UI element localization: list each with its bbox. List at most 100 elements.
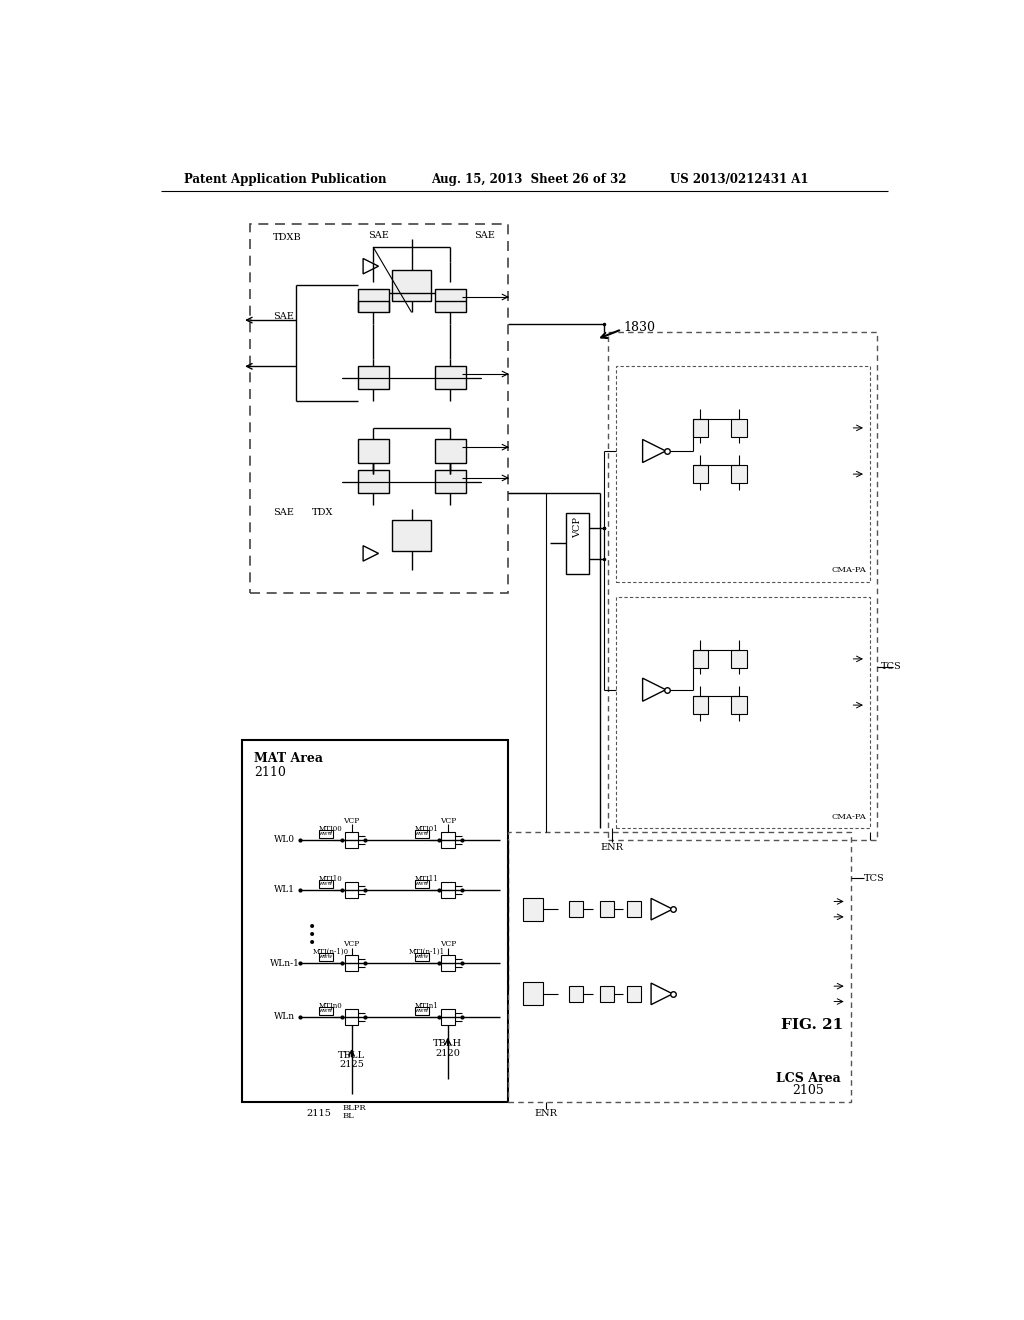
Text: Aug. 15, 2013  Sheet 26 of 32: Aug. 15, 2013 Sheet 26 of 32 (431, 173, 627, 186)
Text: 1830: 1830 (624, 321, 655, 334)
Text: BLPR: BLPR (342, 1104, 366, 1111)
Bar (345, 832, 358, 847)
Text: SAE: SAE (368, 231, 389, 240)
Bar (319, 830, 333, 838)
Bar (319, 1007, 333, 1015)
Bar (345, 956, 358, 970)
Bar (692, 465, 708, 483)
Text: TBLH: TBLH (433, 1039, 463, 1048)
Bar (357, 289, 388, 313)
Bar (731, 696, 746, 714)
Text: LCS Area: LCS Area (776, 1072, 841, 1085)
Text: VCP: VCP (343, 817, 359, 825)
Text: MTJn0: MTJn0 (318, 1002, 343, 1010)
Text: www: www (319, 832, 333, 836)
Text: www: www (416, 1008, 429, 1014)
Bar (435, 440, 466, 462)
Bar (731, 418, 746, 437)
Bar (731, 465, 746, 483)
Text: TCS: TCS (864, 874, 885, 883)
Bar (692, 649, 708, 668)
Text: www: www (416, 882, 429, 886)
Text: TDX: TDX (311, 508, 333, 517)
Polygon shape (643, 678, 666, 701)
Text: WL1: WL1 (274, 886, 295, 895)
Bar (345, 1010, 358, 1024)
Bar (345, 882, 358, 898)
Bar (319, 880, 333, 887)
Bar (628, 986, 641, 1002)
Bar (615, 367, 869, 582)
Bar (435, 367, 466, 389)
Bar (357, 440, 388, 462)
Bar (416, 1007, 429, 1015)
Bar (250, 224, 508, 594)
Bar (565, 512, 589, 574)
Bar (357, 470, 388, 494)
Text: www: www (319, 1008, 333, 1014)
Bar (615, 597, 869, 829)
Text: 2105: 2105 (793, 1084, 824, 1097)
Text: 2125: 2125 (339, 1060, 364, 1069)
Text: •: • (307, 921, 315, 936)
Text: MTJ00: MTJ00 (318, 825, 343, 833)
Text: CMA-PA: CMA-PA (831, 566, 866, 574)
Bar (392, 520, 431, 552)
Text: TCS: TCS (882, 663, 902, 671)
Bar (600, 986, 614, 1002)
Bar (523, 898, 543, 921)
Polygon shape (651, 899, 673, 920)
Bar (569, 902, 584, 917)
Text: WLn-1: WLn-1 (269, 958, 299, 968)
Text: MTJ(n-1)1: MTJ(n-1)1 (409, 948, 445, 956)
Text: MTJ01: MTJ01 (415, 825, 439, 833)
Text: www: www (319, 954, 333, 960)
Text: VCP: VCP (572, 517, 582, 539)
Bar (692, 696, 708, 714)
Bar (435, 470, 466, 494)
Text: VCP: VCP (343, 940, 359, 948)
Text: FIG. 21: FIG. 21 (781, 1018, 843, 1032)
Text: MTJ(n-1)0: MTJ(n-1)0 (312, 948, 349, 956)
Bar (416, 830, 429, 838)
Text: VCP: VCP (439, 817, 456, 825)
Bar (435, 289, 466, 313)
Bar (243, 739, 508, 1102)
Bar (416, 880, 429, 887)
Text: US 2013/0212431 A1: US 2013/0212431 A1 (670, 173, 808, 186)
Text: TDXB: TDXB (273, 234, 302, 242)
Bar (441, 956, 455, 970)
Text: Patent Application Publication: Patent Application Publication (184, 173, 387, 186)
Bar (416, 953, 429, 961)
Bar (357, 367, 388, 389)
Polygon shape (651, 983, 673, 1005)
Text: BL: BL (342, 1111, 354, 1119)
Text: MAT Area: MAT Area (254, 752, 323, 766)
Text: •: • (307, 929, 315, 942)
Bar (523, 982, 543, 1006)
Text: MTJ11: MTJ11 (415, 875, 439, 883)
Text: MTJn1: MTJn1 (415, 1002, 439, 1010)
Bar (441, 1010, 455, 1024)
Polygon shape (364, 259, 379, 275)
Text: SAE: SAE (273, 312, 294, 321)
Text: 2110: 2110 (254, 766, 286, 779)
Polygon shape (643, 440, 666, 462)
Text: CMA-PA: CMA-PA (831, 813, 866, 821)
Text: www: www (416, 954, 429, 960)
Text: 2120: 2120 (435, 1048, 460, 1057)
Bar (628, 902, 641, 917)
Text: WL0: WL0 (274, 836, 295, 845)
Text: VCP: VCP (439, 940, 456, 948)
Bar (569, 986, 584, 1002)
Text: WLn: WLn (274, 1012, 295, 1022)
Bar (608, 331, 878, 840)
Bar (441, 882, 455, 898)
Text: ENR: ENR (600, 843, 624, 851)
Text: •: • (307, 937, 315, 950)
Text: www: www (319, 882, 333, 886)
Polygon shape (364, 545, 379, 561)
Bar (392, 271, 431, 301)
Text: ENR: ENR (535, 1109, 558, 1118)
Text: SAE: SAE (474, 231, 496, 240)
